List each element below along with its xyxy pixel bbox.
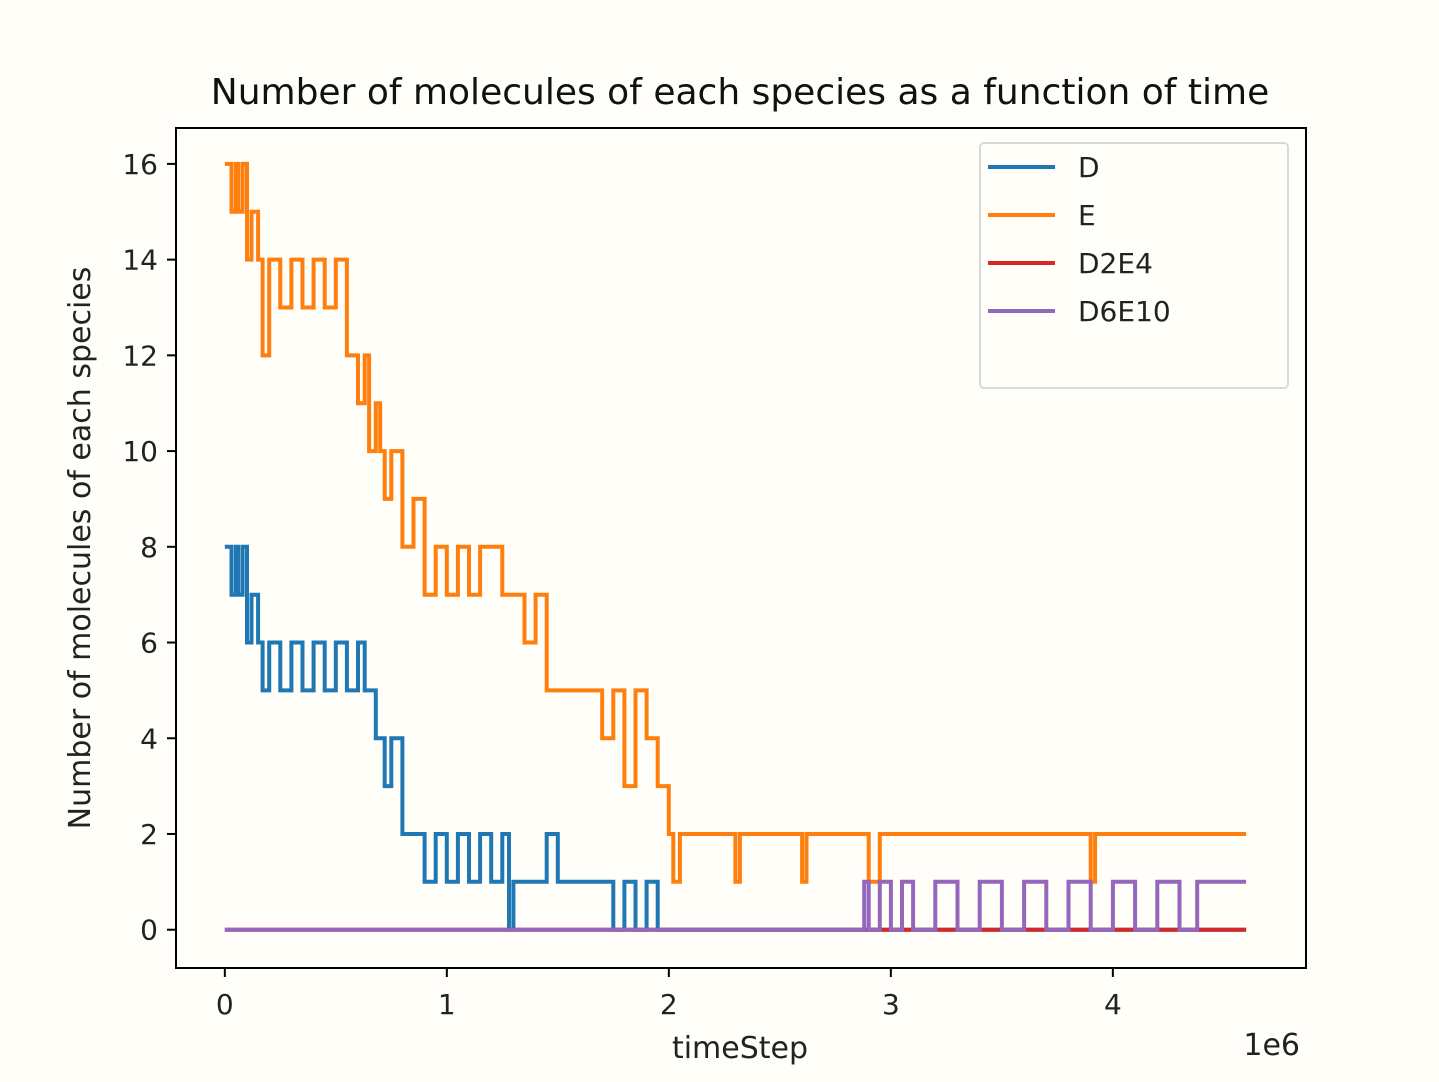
x-tick-label: 0 [216,988,234,1021]
y-tick-label: 12 [122,339,158,372]
series-layer [224,161,1247,932]
y-tick-label: 6 [140,627,158,660]
y-tick-label: 16 [122,148,158,181]
y-tick-label: 8 [140,531,158,564]
series-line-d [224,544,1247,932]
legend-label-d6e10: D6E10 [1078,295,1171,328]
x-tick-label: 3 [882,988,900,1021]
series-line-e [224,161,1247,884]
y-tick-label: 2 [140,818,158,851]
x-axis-offset-label: 1e6 [1243,1028,1300,1063]
y-tick-label: 4 [140,722,158,755]
x-tick-label: 2 [660,988,678,1021]
y-tick-label: 14 [122,244,158,277]
x-tick-label: 4 [1104,988,1122,1021]
x-tick-label: 1 [438,988,456,1021]
y-tick-label: 0 [140,914,158,947]
x-axis-label: timeStep [672,1031,808,1066]
x-axis-ticks: 0 1 2 3 4 [216,968,1122,1021]
y-tick-label: 10 [122,435,158,468]
plot-frame [175,127,1307,969]
y-axis-label: Number of molecules of each species [63,267,98,830]
series-line-d6e10 [224,879,1247,932]
legend-label-e: E [1078,199,1096,232]
y-axis-ticks: 0 2 4 6 8 10 12 14 16 [122,148,176,947]
legend-label-d2e4: D2E4 [1078,247,1153,280]
legend: DE D2E4 D6E10 [979,142,1289,389]
legend-box [979,142,1289,389]
legend-label-d: D [1078,151,1100,184]
chart-title: Number of molecules of each species as a… [211,72,1269,113]
